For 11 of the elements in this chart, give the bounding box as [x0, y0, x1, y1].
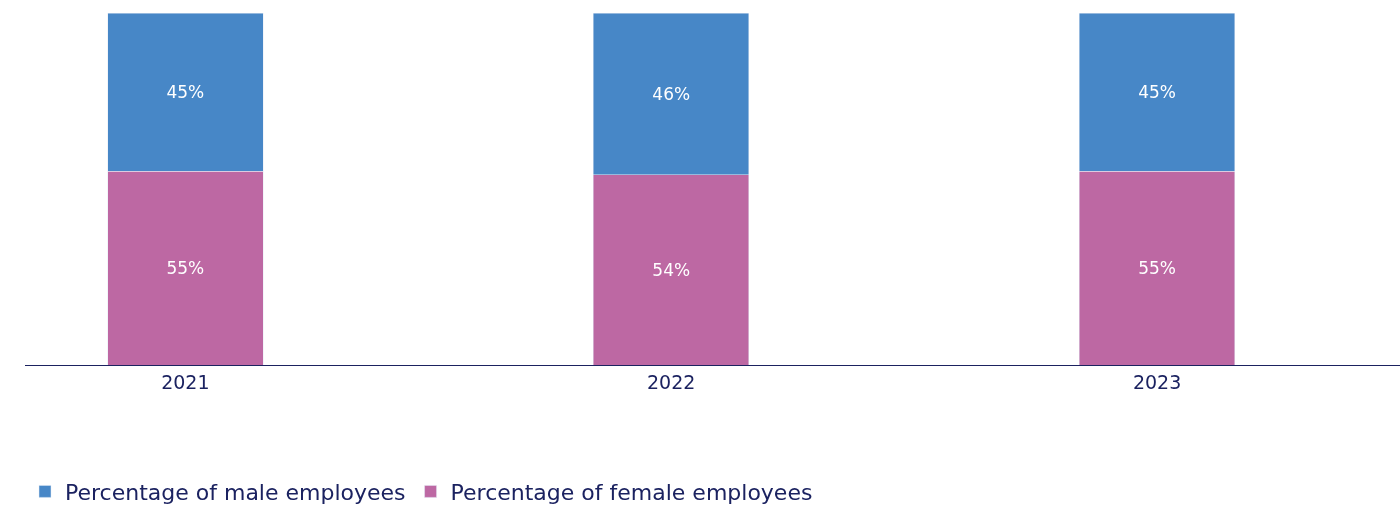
data-label: 55% [166, 258, 205, 279]
data-label: 45% [166, 82, 205, 103]
data-label: 55% [1138, 258, 1176, 279]
legend-label: Percentage of male employees [65, 479, 406, 505]
data-label: 54% [652, 259, 691, 280]
x-tick-label: 2021 [161, 370, 210, 393]
legend-label: Percentage of female employees [450, 479, 813, 505]
x-tick-label: 2022 [647, 370, 696, 393]
data-label: 46% [652, 83, 691, 104]
x-tick-label: 2023 [1132, 370, 1182, 393]
data-label: 45% [1138, 82, 1176, 103]
